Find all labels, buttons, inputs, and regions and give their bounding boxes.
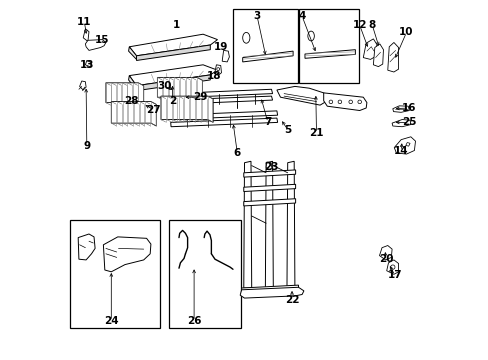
Polygon shape xyxy=(128,76,136,90)
Text: 26: 26 xyxy=(186,316,201,326)
Polygon shape xyxy=(286,161,294,288)
Text: 25: 25 xyxy=(401,117,416,127)
Bar xyxy=(70,220,160,328)
Text: 18: 18 xyxy=(206,71,221,81)
Bar xyxy=(168,220,241,328)
Polygon shape xyxy=(240,287,303,298)
Polygon shape xyxy=(242,51,292,62)
Text: 9: 9 xyxy=(83,141,90,151)
Polygon shape xyxy=(393,137,415,154)
Text: 5: 5 xyxy=(284,125,291,135)
Polygon shape xyxy=(85,40,106,50)
Text: 6: 6 xyxy=(233,148,241,158)
Polygon shape xyxy=(305,50,355,58)
Text: 14: 14 xyxy=(393,146,407,156)
Text: 1: 1 xyxy=(172,20,180,30)
Text: 28: 28 xyxy=(123,96,138,106)
Polygon shape xyxy=(386,260,398,274)
Text: 24: 24 xyxy=(104,316,119,326)
Text: 15: 15 xyxy=(95,35,109,45)
Text: 20: 20 xyxy=(378,254,392,264)
Polygon shape xyxy=(170,96,272,104)
Polygon shape xyxy=(170,111,277,120)
Polygon shape xyxy=(215,65,221,75)
Text: 19: 19 xyxy=(213,42,228,52)
Polygon shape xyxy=(276,86,326,105)
Bar xyxy=(299,9,358,83)
Polygon shape xyxy=(241,285,298,292)
Text: 22: 22 xyxy=(284,294,299,305)
Text: 27: 27 xyxy=(146,105,161,115)
Polygon shape xyxy=(391,120,410,127)
Polygon shape xyxy=(222,50,229,62)
Text: 10: 10 xyxy=(398,27,413,37)
Text: 3: 3 xyxy=(253,11,260,21)
Text: 29: 29 xyxy=(193,92,207,102)
Text: 2: 2 xyxy=(168,96,176,106)
Polygon shape xyxy=(265,162,271,170)
Polygon shape xyxy=(392,106,408,112)
Polygon shape xyxy=(129,34,217,56)
Polygon shape xyxy=(83,29,89,41)
Polygon shape xyxy=(244,170,295,177)
Polygon shape xyxy=(136,45,210,60)
Polygon shape xyxy=(244,199,295,206)
Polygon shape xyxy=(136,75,210,91)
Polygon shape xyxy=(85,60,92,67)
Text: 12: 12 xyxy=(352,20,366,30)
Polygon shape xyxy=(244,161,251,288)
Text: 16: 16 xyxy=(401,103,416,113)
Text: 21: 21 xyxy=(308,128,323,138)
Polygon shape xyxy=(363,39,376,59)
Polygon shape xyxy=(265,161,273,288)
Polygon shape xyxy=(161,96,213,122)
Text: 13: 13 xyxy=(80,60,94,70)
Text: 4: 4 xyxy=(298,11,305,21)
Polygon shape xyxy=(387,42,398,72)
Bar xyxy=(232,9,297,83)
Text: 7: 7 xyxy=(264,117,271,127)
Polygon shape xyxy=(323,93,366,111)
Polygon shape xyxy=(405,143,409,146)
Polygon shape xyxy=(244,184,295,192)
Polygon shape xyxy=(103,237,151,272)
Polygon shape xyxy=(379,246,391,260)
Polygon shape xyxy=(170,89,272,98)
Text: 8: 8 xyxy=(368,20,375,30)
Text: 17: 17 xyxy=(387,270,402,280)
Text: 11: 11 xyxy=(77,17,91,27)
Text: 23: 23 xyxy=(264,162,278,172)
Polygon shape xyxy=(129,65,217,86)
Polygon shape xyxy=(111,102,156,126)
Polygon shape xyxy=(106,83,143,105)
Polygon shape xyxy=(373,44,383,67)
Polygon shape xyxy=(157,77,202,100)
Polygon shape xyxy=(170,118,277,127)
Polygon shape xyxy=(166,93,170,108)
Polygon shape xyxy=(128,47,136,59)
Polygon shape xyxy=(80,81,86,90)
Text: 30: 30 xyxy=(157,81,171,91)
Polygon shape xyxy=(78,234,95,260)
